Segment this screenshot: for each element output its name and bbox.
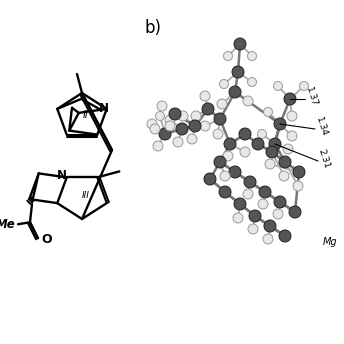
Text: 2.31: 2.31 bbox=[316, 148, 331, 170]
Circle shape bbox=[293, 181, 303, 191]
Circle shape bbox=[279, 171, 289, 181]
Text: N: N bbox=[99, 103, 109, 115]
Circle shape bbox=[169, 108, 181, 120]
Circle shape bbox=[229, 86, 241, 98]
Circle shape bbox=[259, 186, 271, 198]
Text: O: O bbox=[42, 233, 52, 246]
Circle shape bbox=[147, 119, 157, 129]
Circle shape bbox=[153, 141, 163, 151]
Circle shape bbox=[191, 111, 201, 121]
Circle shape bbox=[224, 52, 233, 61]
Circle shape bbox=[176, 123, 188, 135]
Circle shape bbox=[213, 129, 223, 139]
Circle shape bbox=[287, 131, 297, 141]
Circle shape bbox=[234, 38, 246, 50]
Circle shape bbox=[258, 199, 268, 209]
Circle shape bbox=[233, 213, 243, 223]
Circle shape bbox=[258, 129, 267, 139]
Text: Me: Me bbox=[0, 218, 16, 231]
Circle shape bbox=[252, 138, 264, 150]
Circle shape bbox=[249, 210, 261, 222]
Circle shape bbox=[243, 189, 253, 199]
Circle shape bbox=[273, 82, 282, 90]
Circle shape bbox=[214, 156, 226, 168]
Circle shape bbox=[178, 111, 188, 121]
Text: Mg: Mg bbox=[323, 237, 337, 247]
Circle shape bbox=[217, 99, 227, 109]
Circle shape bbox=[219, 79, 228, 88]
Circle shape bbox=[289, 206, 301, 218]
Circle shape bbox=[274, 196, 286, 208]
Circle shape bbox=[248, 224, 258, 234]
Text: N: N bbox=[57, 169, 67, 182]
Text: 1.34: 1.34 bbox=[314, 116, 329, 138]
Text: II: II bbox=[83, 110, 89, 120]
Circle shape bbox=[247, 52, 257, 61]
Text: 1.37: 1.37 bbox=[304, 86, 319, 108]
Circle shape bbox=[187, 134, 197, 144]
Circle shape bbox=[300, 82, 309, 90]
Circle shape bbox=[200, 91, 210, 101]
Circle shape bbox=[157, 101, 167, 111]
Circle shape bbox=[219, 186, 231, 198]
Circle shape bbox=[266, 146, 278, 158]
Circle shape bbox=[264, 220, 276, 232]
Circle shape bbox=[189, 120, 201, 132]
Circle shape bbox=[279, 156, 291, 168]
Circle shape bbox=[243, 96, 253, 106]
Circle shape bbox=[287, 111, 297, 121]
Circle shape bbox=[165, 121, 175, 131]
Circle shape bbox=[293, 166, 305, 178]
Circle shape bbox=[214, 113, 226, 125]
Circle shape bbox=[234, 198, 246, 210]
Circle shape bbox=[284, 93, 296, 105]
Circle shape bbox=[247, 77, 257, 86]
Circle shape bbox=[239, 128, 251, 140]
Circle shape bbox=[279, 230, 291, 242]
Circle shape bbox=[283, 144, 293, 154]
Circle shape bbox=[150, 124, 160, 134]
Circle shape bbox=[263, 234, 273, 244]
Circle shape bbox=[265, 159, 275, 169]
Circle shape bbox=[200, 121, 210, 131]
Circle shape bbox=[269, 138, 281, 150]
Circle shape bbox=[165, 115, 175, 125]
Circle shape bbox=[224, 138, 236, 150]
Circle shape bbox=[202, 103, 214, 115]
Text: III: III bbox=[82, 191, 90, 200]
Circle shape bbox=[240, 147, 250, 157]
Circle shape bbox=[155, 111, 164, 120]
Circle shape bbox=[232, 66, 244, 78]
Circle shape bbox=[244, 176, 256, 188]
Circle shape bbox=[273, 209, 283, 219]
Circle shape bbox=[274, 118, 286, 130]
Circle shape bbox=[220, 171, 230, 181]
Circle shape bbox=[159, 128, 171, 140]
Circle shape bbox=[229, 166, 241, 178]
Circle shape bbox=[223, 151, 233, 161]
Circle shape bbox=[264, 107, 272, 117]
Circle shape bbox=[173, 137, 183, 147]
Text: b): b) bbox=[145, 19, 162, 37]
Circle shape bbox=[204, 173, 216, 185]
